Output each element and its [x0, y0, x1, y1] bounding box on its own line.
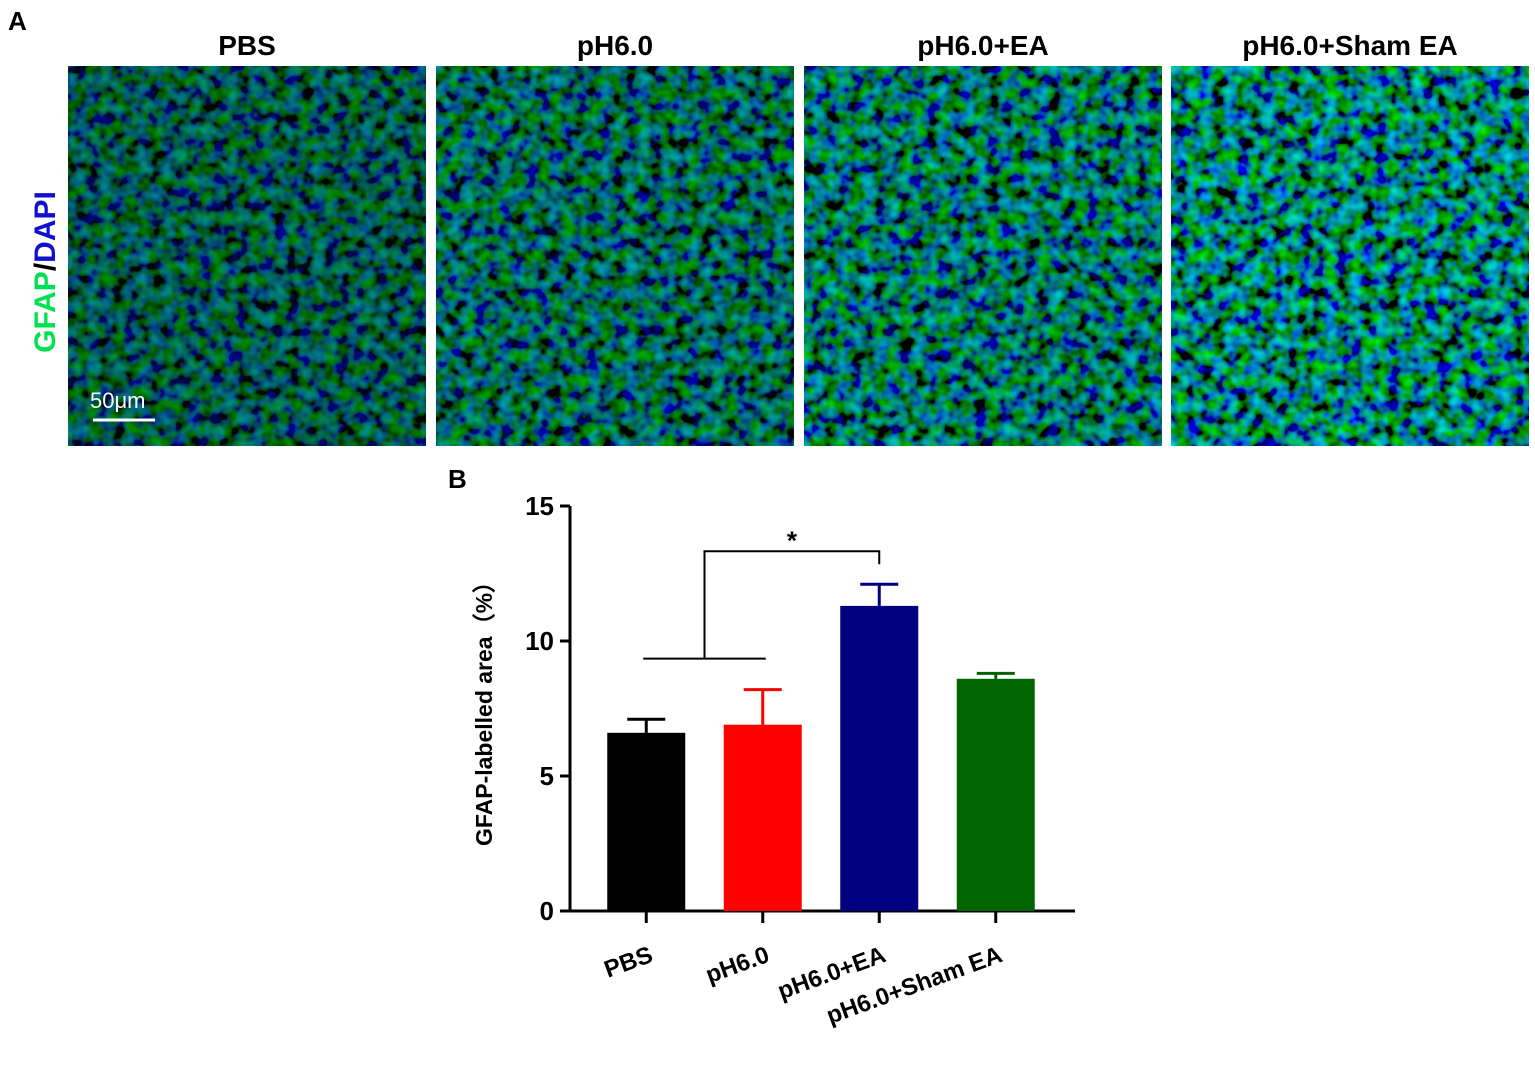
y-axis-title: GFAP-labelled area（%）	[471, 570, 497, 846]
y-tick-label: 5	[540, 761, 554, 791]
image-row	[68, 66, 1529, 446]
bracket	[703, 550, 881, 659]
bar	[840, 605, 919, 911]
stain-slash: /	[29, 262, 62, 271]
y-tick-label: 15	[525, 491, 554, 521]
x-tick-label: pH6.0	[702, 941, 773, 989]
image-title: pH6.0	[577, 30, 653, 61]
panel-label: B	[448, 464, 467, 494]
micrograph-texture	[1171, 66, 1529, 446]
scale-bar-label: 50μm	[90, 388, 145, 413]
micrograph-texture	[68, 66, 426, 446]
stain-label: GFAP/DAPI	[29, 191, 62, 353]
y-tick-label: 10	[525, 626, 554, 656]
micrograph-texture	[436, 66, 794, 446]
image-title: PBS	[218, 30, 276, 61]
y-tick-label: 0	[540, 896, 554, 926]
bar	[723, 724, 802, 911]
stain-dapi: DAPI	[29, 191, 62, 263]
image-title: pH6.0+Sham EA	[1242, 30, 1458, 61]
x-tick-label: PBS	[601, 941, 657, 983]
significance: *	[787, 525, 798, 555]
image-title: pH6.0+EA	[917, 30, 1049, 61]
stain-gfap: GFAP	[29, 271, 62, 353]
bar	[607, 732, 686, 911]
micrograph-texture	[804, 66, 1162, 446]
bar	[956, 678, 1035, 911]
panel-label: A	[8, 6, 27, 36]
